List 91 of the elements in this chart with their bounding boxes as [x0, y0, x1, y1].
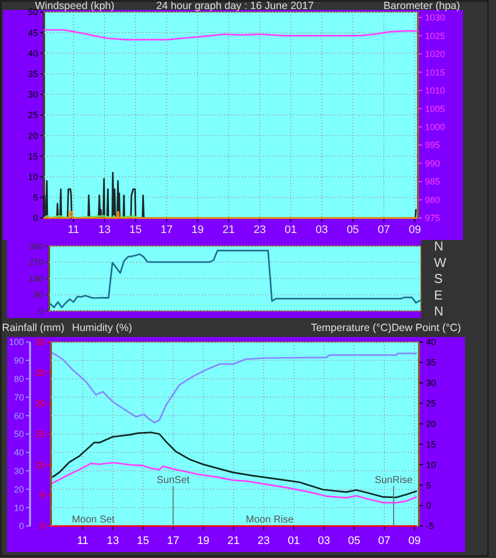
y-tick-label: 20	[14, 484, 24, 494]
x-tick-label: 15	[129, 224, 142, 236]
x-tick-label: 13	[98, 224, 111, 236]
category-label: E	[434, 287, 443, 302]
x-tick-label: 07	[378, 535, 390, 547]
y2-tick-label: 40	[426, 337, 436, 348]
y3-axis-title: Rainfall (mm)	[2, 322, 64, 334]
y-tick-label: 25	[28, 110, 38, 120]
y2-tick-label: 30	[426, 378, 436, 388]
x-tick-label: 21	[222, 224, 235, 236]
x-tick-label: 11	[68, 224, 80, 236]
y2-axis-title: Barometer (hpa)	[384, 0, 460, 12]
y2-tick-label: 15	[426, 439, 436, 450]
y-tick-label: 180	[28, 273, 44, 284]
y-tick-label: 60	[14, 410, 24, 421]
annotation: Moon Rise	[246, 514, 294, 526]
y2-tick-label: 1015	[425, 67, 446, 78]
y-tick-label: 90	[34, 290, 44, 300]
annotation: Moon Set	[72, 514, 115, 526]
y2-tick-label: 995	[425, 140, 440, 150]
y-tick-label: 40	[14, 448, 24, 458]
y2-tick-label: 985	[425, 176, 440, 187]
y-tick-label: 80	[14, 374, 24, 384]
category-label: N	[434, 238, 444, 254]
x-tick-label: 23	[258, 535, 270, 547]
x-tick-label: 15	[136, 535, 150, 547]
y-tick-label: 30	[28, 90, 38, 100]
y-tick-label: 270	[28, 257, 44, 268]
ref-line-label: SunSet	[156, 475, 190, 486]
x-tick-label: 13	[106, 535, 119, 547]
x-tick-label: 21	[227, 535, 240, 547]
y-axis-title: Humidity (%)	[72, 322, 132, 334]
line-series	[52, 352, 418, 424]
y2-tick-label: 0	[426, 500, 432, 511]
x-tick-label: 17	[160, 224, 173, 236]
y-tick-label: 30	[14, 466, 24, 476]
y2-tick-label: 990	[425, 158, 440, 168]
line-series	[49, 250, 421, 308]
y2-tick-label: 1000	[425, 122, 446, 132]
category-label: S	[434, 271, 443, 286]
y-tick-label: 50	[14, 429, 24, 440]
y-tick-label: 0	[38, 306, 44, 316]
y-tick-label: 360	[28, 240, 44, 251]
y-tick-label: 40	[28, 48, 38, 58]
chart-title: 24 hour graph day : 16 June 2017	[156, 0, 314, 12]
y2-tick-label: 35	[426, 358, 436, 368]
y-tick-label: 0	[18, 521, 24, 532]
y-tick-label: 70	[14, 392, 24, 402]
x-tick-label: 09	[408, 535, 421, 547]
x-tick-label: 23	[254, 224, 266, 236]
y-tick-label: 5	[32, 192, 38, 203]
y2-axis-title: Temperature (°C)Dew Point (°C)	[310, 322, 461, 334]
x-tick-label: 17	[167, 535, 180, 547]
y2-tick-label: 20	[426, 418, 436, 429]
x-tick-label: 19	[192, 224, 204, 236]
y-tick-label: 35	[28, 68, 38, 79]
y-tick-label: 20	[28, 130, 38, 141]
y-tick-label: 90	[14, 356, 24, 366]
line-series	[52, 432, 418, 498]
y2-tick-label: 1030	[425, 12, 446, 23]
category-label: W	[434, 254, 446, 270]
x-tick-label: 03	[318, 535, 330, 547]
y2-tick-label: 1010	[425, 86, 446, 96]
x-tick-label: 09	[408, 224, 422, 236]
y-tick-label: 45	[28, 28, 38, 38]
y2-tick-label: 980	[425, 194, 440, 205]
x-tick-label: 19	[197, 535, 210, 547]
x-tick-label: 11	[76, 535, 88, 547]
ref-line-label: SunRise	[374, 475, 413, 486]
y-tick-label: 15	[28, 151, 38, 162]
y-tick-label: 10	[14, 502, 24, 513]
x-tick-label: 05	[346, 224, 359, 236]
x-tick-label: 01	[284, 224, 297, 236]
y-tick-label: 100	[8, 337, 24, 348]
x-tick-label: 01	[288, 535, 300, 547]
x-tick-label: 07	[378, 224, 390, 236]
x-tick-label: 05	[348, 535, 360, 547]
x-tick-label: 03	[316, 224, 328, 236]
line-series	[44, 29, 418, 41]
y2-tick-label: -5	[426, 521, 434, 532]
y-tick-label: 10	[28, 172, 38, 182]
y2-tick-label: 1005	[425, 104, 446, 114]
y2-tick-label: 25	[426, 398, 436, 408]
y2-tick-label: 1020	[425, 49, 446, 60]
line-series	[52, 462, 418, 504]
y-tick-label: 0	[32, 213, 38, 224]
y2-tick-label: 975	[425, 213, 440, 224]
y2-tick-label: 1025	[425, 30, 446, 41]
category-label: N	[434, 304, 444, 319]
y2-tick-label: 10	[426, 460, 436, 470]
y2-tick-label: 5	[426, 480, 432, 490]
